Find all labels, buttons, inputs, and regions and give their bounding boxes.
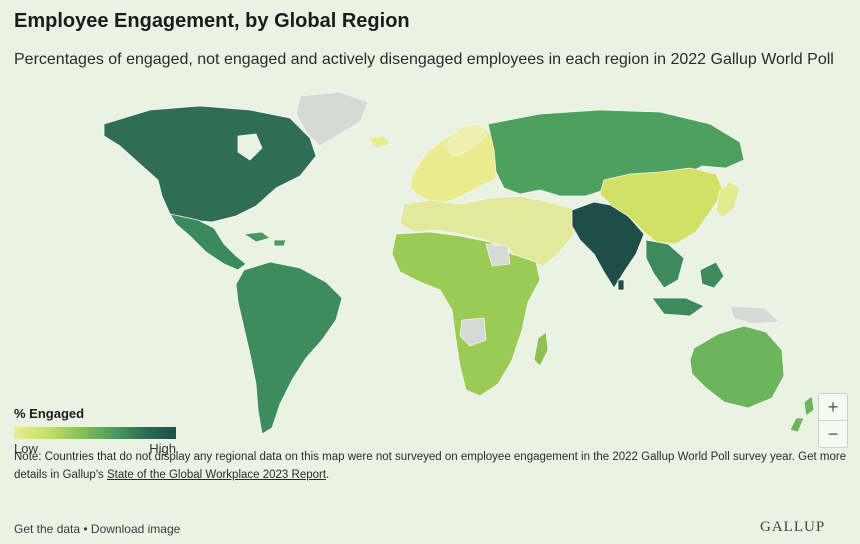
region-us-canada[interactable]: [103, 105, 317, 223]
gallup-logo: GALLUP: [760, 519, 826, 535]
region-madagascar[interactable]: [533, 331, 549, 367]
footnote-end: .: [326, 469, 330, 481]
footnote: Note: Countries that do not display any …: [14, 448, 852, 484]
world-map[interactable]: [0, 84, 860, 454]
region-mexico-central-america[interactable]: [169, 213, 247, 271]
hudson-bay: [237, 133, 263, 161]
footer-separator: •: [80, 522, 91, 536]
chart-title: Employee Engagement, by Global Region: [14, 10, 410, 32]
region-europe[interactable]: [409, 125, 501, 203]
legend-high-label: High: [149, 441, 176, 456]
zoom-in-button[interactable]: +: [819, 394, 847, 421]
region-latin-america[interactable]: [235, 261, 343, 435]
footer: Get the data • Download image: [14, 522, 180, 536]
region-southeast-asia[interactable]: [645, 239, 725, 317]
region-australia[interactable]: [689, 325, 785, 409]
footnote-text: Note: Countries that do not display any …: [14, 451, 847, 481]
region-sri-lanka[interactable]: [617, 279, 625, 291]
region-mena[interactable]: [399, 195, 575, 267]
region-sub-saharan-africa[interactable]: [391, 231, 541, 397]
region-greenland[interactable]: [295, 91, 369, 147]
region-iceland[interactable]: [367, 135, 391, 149]
region-no-data-central-africa[interactable]: [459, 243, 511, 347]
legend: % Engaged Low High: [14, 406, 184, 456]
region-no-data-new-guinea[interactable]: [729, 305, 781, 325]
download-image-link[interactable]: Download image: [90, 522, 181, 536]
legend-low-label: Low: [14, 441, 38, 456]
zoom-controls: + −: [818, 393, 848, 448]
chart-subtitle: Percentages of engaged, not engaged and …: [14, 51, 834, 68]
get-data-link[interactable]: Get the data: [14, 522, 81, 536]
region-new-zealand[interactable]: [789, 395, 815, 433]
legend-title: % Engaged: [14, 406, 85, 421]
region-japan-korea[interactable]: [715, 181, 741, 219]
region-caribbean[interactable]: [243, 231, 287, 247]
region-east-asia[interactable]: [599, 167, 725, 245]
region-scandinavia[interactable]: [445, 123, 487, 157]
report-link[interactable]: State of the Global Workplace 2023 Repor…: [106, 469, 327, 481]
legend-color-scale: [14, 427, 176, 439]
zoom-out-button[interactable]: −: [827, 424, 839, 444]
